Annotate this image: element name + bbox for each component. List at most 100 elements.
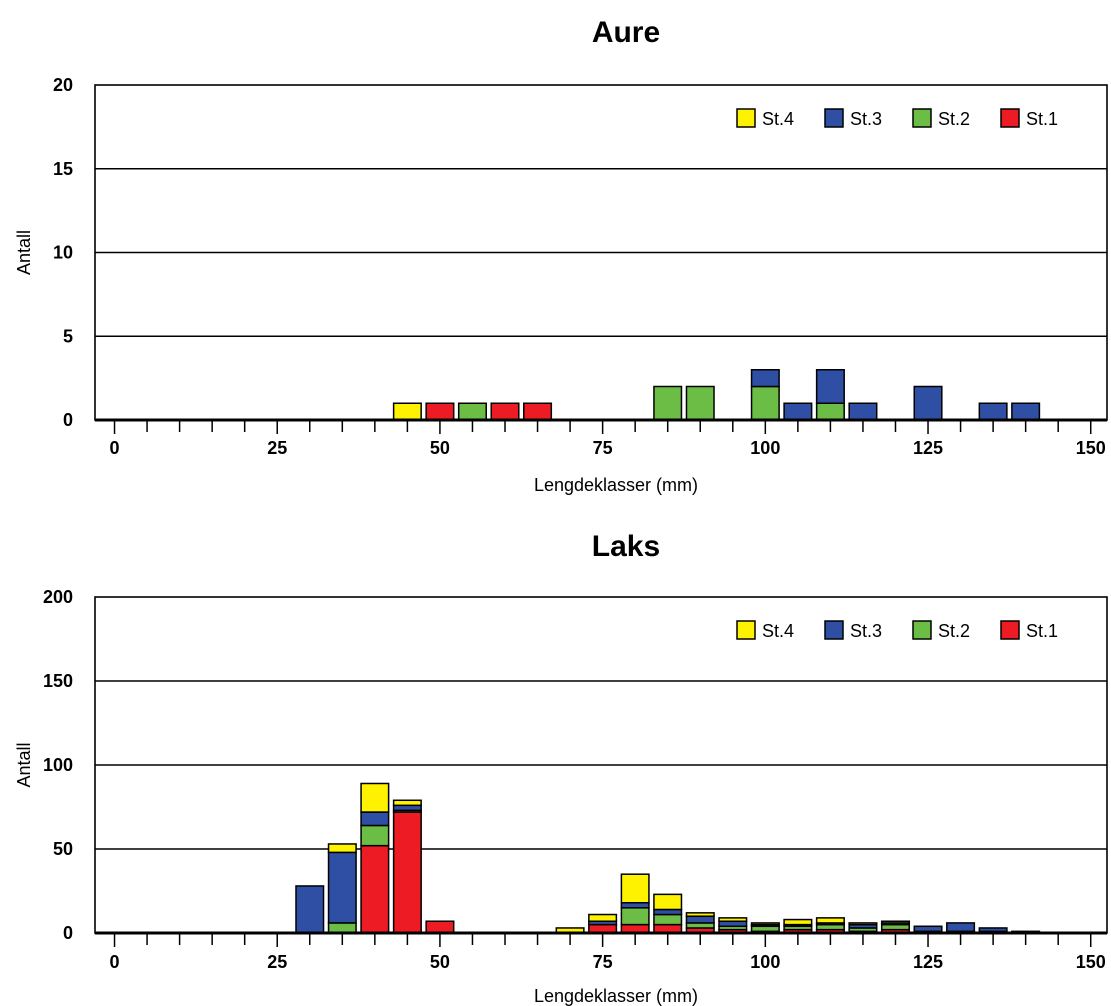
bar-st2 xyxy=(685,385,715,421)
legend-item: St.2 xyxy=(912,620,970,641)
bar-st2 xyxy=(327,922,357,934)
legend-label: St.3 xyxy=(850,621,882,641)
bar-st2 xyxy=(815,923,845,931)
bar-st3 xyxy=(750,369,780,388)
bar-st4 xyxy=(327,843,357,854)
bar-st3 xyxy=(978,927,1008,933)
legend-label: St.2 xyxy=(938,109,970,129)
legend-label: St.3 xyxy=(850,109,882,129)
x-tick-label: 25 xyxy=(267,438,287,458)
legend-swatch xyxy=(736,108,756,128)
legend-swatch xyxy=(912,108,932,128)
bar-st2 xyxy=(457,402,487,421)
y-tick-label: 150 xyxy=(43,671,73,691)
bar-st3 xyxy=(848,402,878,421)
bar-st3 xyxy=(815,369,845,404)
bar-st4 xyxy=(360,782,390,813)
y-tick-label: 100 xyxy=(43,755,73,775)
chart-title: Laks xyxy=(592,530,660,563)
bar-st3 xyxy=(946,922,976,933)
x-tick-label: 100 xyxy=(750,438,780,458)
legend-swatch xyxy=(824,620,844,640)
bar-st1 xyxy=(425,920,455,934)
legend-swatch xyxy=(1000,620,1020,640)
x-tick-label: 150 xyxy=(1076,952,1106,972)
legend-item: St.1 xyxy=(1000,108,1058,129)
legend-item: St.3 xyxy=(824,620,882,641)
legend-item: St.3 xyxy=(824,108,882,129)
bar-st3 xyxy=(783,402,813,421)
legend-item: St.4 xyxy=(736,108,794,129)
x-tick-label: 150 xyxy=(1076,438,1106,458)
bar-st3 xyxy=(685,915,715,924)
bar-st4 xyxy=(392,799,422,807)
legend-swatch xyxy=(824,108,844,128)
bar-st2 xyxy=(750,925,780,933)
bar-st1 xyxy=(360,844,390,934)
bar-st3 xyxy=(620,902,650,909)
bar-st2 xyxy=(620,907,650,926)
legend-swatch xyxy=(1000,108,1020,128)
bar-st1 xyxy=(425,402,455,421)
bar-st1 xyxy=(392,811,422,934)
bar-st2 xyxy=(653,913,683,926)
y-tick-label: 200 xyxy=(43,587,73,607)
x-tick-label: 125 xyxy=(913,952,943,972)
bar-st4 xyxy=(392,402,422,421)
y-tick-label: 10 xyxy=(53,243,73,263)
chart-panel-0: Aure 0 5 10 15 20 Antall 0 25 50 75 100 125 150 Lengde… xyxy=(14,16,1108,495)
x-tick-label: 50 xyxy=(430,952,450,972)
y-axis-label: Antall xyxy=(14,230,34,275)
legend-label: St.1 xyxy=(1026,109,1058,129)
bar-st3 xyxy=(718,920,748,928)
bar-st3 xyxy=(913,385,943,421)
bar-st4 xyxy=(750,922,780,926)
bar-st3 xyxy=(360,811,390,827)
bar-st4 xyxy=(880,920,911,924)
bar-st4 xyxy=(653,893,683,911)
x-tick-label: 125 xyxy=(913,438,943,458)
x-axis-label: Lengdeklasser (mm) xyxy=(534,475,698,495)
bar-st3 xyxy=(327,851,357,924)
legend-swatch xyxy=(736,620,756,640)
y-tick-label: 0 xyxy=(63,923,73,943)
y-tick-label: 5 xyxy=(63,326,73,346)
bar-st4 xyxy=(815,917,845,924)
x-tick-label: 50 xyxy=(430,438,450,458)
y-tick-label: 50 xyxy=(53,839,73,859)
bar-st2 xyxy=(685,922,715,929)
bar-st4 xyxy=(848,922,878,926)
legend-label: St.4 xyxy=(762,621,794,641)
bar-st3 xyxy=(913,925,943,933)
y-tick-label: 20 xyxy=(53,75,73,95)
legend-swatch xyxy=(912,620,932,640)
bar-st4 xyxy=(718,917,748,922)
bar-st2 xyxy=(815,402,845,421)
legend-item: St.1 xyxy=(1000,620,1058,641)
x-tick-label: 25 xyxy=(267,952,287,972)
bar-st4 xyxy=(620,873,650,904)
x-tick-label: 100 xyxy=(750,952,780,972)
bar-st1 xyxy=(490,402,520,421)
legend-label: St.2 xyxy=(938,621,970,641)
bar-st4 xyxy=(685,912,715,917)
legend-item: St.4 xyxy=(736,620,794,641)
legend-item: St.2 xyxy=(912,108,970,129)
x-axis-label: Lengdeklasser (mm) xyxy=(534,986,698,1006)
bar-st2 xyxy=(880,923,911,931)
bar-st4 xyxy=(588,913,618,922)
bar-st4 xyxy=(783,918,813,926)
bar-st2 xyxy=(360,824,390,847)
y-axis-label: Antall xyxy=(14,742,34,787)
x-tick-label: 75 xyxy=(593,952,613,972)
bar-st2 xyxy=(653,385,683,421)
legend-label: St.1 xyxy=(1026,621,1058,641)
x-tick-label: 0 xyxy=(110,438,120,458)
bar-st3 xyxy=(978,402,1008,421)
x-tick-label: 75 xyxy=(593,438,613,458)
x-tick-label: 0 xyxy=(110,952,120,972)
y-tick-label: 15 xyxy=(53,159,73,179)
bar-st3 xyxy=(653,908,683,916)
chart-panel-1: Laks 0 50 100 150 200 Antall 0 25 50 75 100 125 150 Le… xyxy=(14,530,1108,1006)
